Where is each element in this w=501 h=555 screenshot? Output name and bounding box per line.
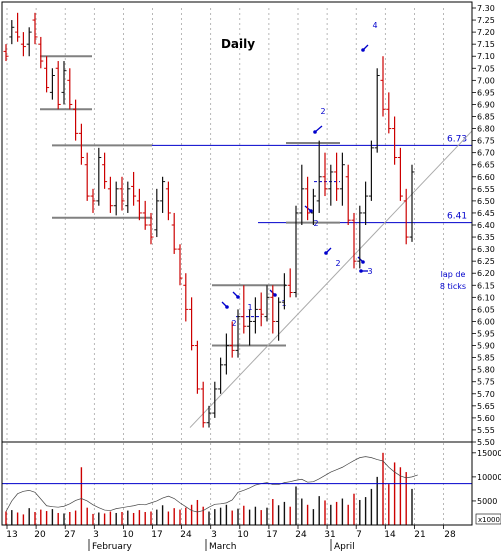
price-tick-label: 5.60: [477, 414, 495, 423]
x-tick-label: 10: [237, 530, 249, 540]
price-tick-label: 5.85: [477, 354, 495, 363]
annotation-arrowhead: [225, 305, 229, 309]
annotation-label: 2: [231, 319, 236, 328]
x-tick-label: 27: [64, 530, 75, 540]
annotation-arrowhead: [359, 269, 363, 273]
price-tick-label: 6.30: [477, 245, 495, 254]
month-label: February: [92, 542, 133, 551]
price-tick-label: 5.75: [477, 378, 495, 387]
price-tick-label: 6.40: [477, 221, 495, 230]
price-tick-label: 6.70: [477, 149, 495, 158]
price-tick-label: 7.30: [477, 4, 495, 13]
price-tick-label: 6.35: [477, 233, 495, 242]
volume-tick-label: 15000: [477, 449, 501, 458]
price-tick-label: 6.05: [477, 305, 495, 314]
level-label: 6.73: [447, 134, 467, 144]
chart-frame: [1, 1, 473, 526]
volume-average-line: [5, 456, 418, 513]
volume-bars: [2, 452, 472, 525]
axes: 7.30 7.25 7.20 7.15 7.10 7.05 7.00 6.95 6.90 6.85…: [6, 4, 501, 552]
price-tick-label: 6.20: [477, 269, 495, 278]
price-tick-label: 5.80: [477, 366, 495, 375]
annotation-label: 4: [372, 21, 377, 30]
annotation-arrowhead: [309, 209, 313, 213]
x-tick-label: 10: [122, 530, 134, 540]
price-tick-label: 6.95: [477, 88, 495, 97]
price-tick-label: 6.90: [477, 100, 495, 109]
x-tick-label: 31: [324, 530, 335, 540]
plot-frame: [1, 1, 473, 526]
price-tick-label: 6.25: [477, 257, 495, 266]
price-tick-label: 7.15: [477, 40, 495, 49]
x-tick-label: 3: [211, 530, 217, 540]
x-tick-label: 20: [34, 530, 46, 540]
price-tick-label: 5.65: [477, 402, 495, 411]
volume-tick-label: 10000: [477, 473, 501, 482]
price-tick-label: 6.75: [477, 137, 495, 146]
level-label: 6.41: [447, 212, 467, 222]
annotation-label: 2: [335, 259, 340, 268]
trend-line: [189, 130, 473, 428]
price-tick-label: 5.55: [477, 426, 495, 435]
chart-title: Daily: [221, 37, 255, 51]
price-tick-label: 7.20: [477, 28, 495, 37]
price-tick-label: 5.90: [477, 342, 495, 351]
vertical-grid: [6, 8, 444, 525]
price-tick-label: 5.50: [477, 438, 495, 447]
annotation-arrowhead: [273, 293, 277, 297]
volume-tick-label: 5000: [477, 497, 497, 506]
price-tick-label: 6.55: [477, 185, 495, 194]
annotation-label: 2: [313, 219, 318, 228]
price-tick-label: 5.95: [477, 330, 495, 339]
price-tick-label: 6.10: [477, 293, 495, 302]
x-tick-label: 24: [295, 530, 307, 540]
x-tick-label: 17: [151, 530, 162, 540]
x-tick-label: 28: [444, 530, 456, 540]
annotation-label: 2: [320, 107, 325, 116]
volume-unit-box: [475, 513, 501, 525]
annotation-arrowhead: [324, 251, 328, 255]
annotation-label: 8 ticks: [440, 282, 466, 291]
price-tick-label: 7.25: [477, 16, 495, 25]
x-tick-label: 17: [266, 530, 277, 540]
annotation-label: lap de: [441, 270, 466, 279]
month-label: March: [209, 542, 236, 551]
annotation-marks: 42223211lap de8 ticks: [221, 21, 466, 328]
price-tick-label: 6.80: [477, 125, 495, 134]
x-tick-label: 3: [93, 530, 99, 540]
support-resistance-lines: 6.73 6.41: [40, 55, 473, 428]
x-tick-label: 7: [356, 530, 362, 540]
annotation-label: 3: [367, 267, 372, 276]
price-tick-label: 7.00: [477, 76, 495, 85]
price-bars: [3, 12, 415, 428]
price-tick-label: 6.65: [477, 161, 495, 170]
price-tick-label: 7.05: [477, 64, 495, 73]
annotation-arrowhead: [313, 130, 317, 134]
x-tick-label: 21: [414, 530, 425, 540]
price-tick-label: 6.50: [477, 197, 495, 206]
annotation-arrowhead: [236, 295, 240, 299]
price-tick-label: 6.60: [477, 173, 495, 182]
price-tick-label: 6.45: [477, 209, 495, 218]
price-tick-label: 5.70: [477, 390, 495, 399]
x-tick-label: 24: [180, 530, 192, 540]
price-tick-label: 7.10: [477, 52, 495, 61]
price-tick-label: 6.15: [477, 281, 495, 290]
annotation-arrowhead: [361, 48, 365, 52]
price-tick-label: 6.85: [477, 113, 495, 122]
x-tick-label: 13: [6, 530, 17, 540]
annotation-arrowhead: [361, 260, 365, 264]
price-tick-label: 6.00: [477, 317, 495, 326]
annotation-label: 1: [247, 303, 252, 312]
month-label: April: [334, 542, 355, 551]
volume-unit-label: x1000: [478, 516, 500, 524]
x-tick-label: 14: [384, 530, 396, 540]
